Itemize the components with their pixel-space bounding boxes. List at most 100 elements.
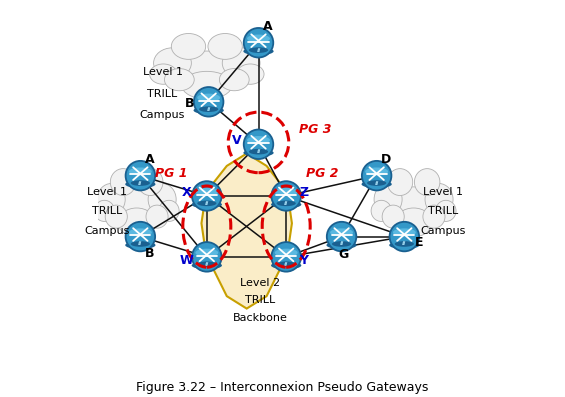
Ellipse shape bbox=[387, 169, 412, 195]
Text: ii: ii bbox=[284, 262, 288, 267]
Ellipse shape bbox=[275, 249, 298, 257]
Text: ii: ii bbox=[207, 107, 211, 112]
Ellipse shape bbox=[199, 106, 218, 112]
Text: Campus: Campus bbox=[420, 225, 466, 236]
Ellipse shape bbox=[249, 149, 268, 154]
Text: A: A bbox=[145, 152, 154, 166]
Ellipse shape bbox=[159, 200, 179, 222]
Ellipse shape bbox=[125, 180, 155, 188]
Ellipse shape bbox=[219, 69, 249, 91]
Ellipse shape bbox=[181, 71, 232, 99]
Text: A: A bbox=[263, 19, 272, 33]
Text: Backbone: Backbone bbox=[233, 313, 288, 323]
Ellipse shape bbox=[414, 169, 440, 195]
Ellipse shape bbox=[118, 208, 155, 237]
Ellipse shape bbox=[393, 228, 416, 237]
Circle shape bbox=[125, 222, 155, 251]
Ellipse shape bbox=[237, 64, 264, 84]
Text: TRILL: TRILL bbox=[92, 206, 122, 216]
Circle shape bbox=[271, 181, 301, 211]
Text: TRILL: TRILL bbox=[245, 295, 276, 305]
Text: TRILL: TRILL bbox=[147, 89, 177, 99]
Ellipse shape bbox=[137, 169, 163, 195]
Text: ii: ii bbox=[205, 201, 209, 206]
Ellipse shape bbox=[154, 48, 192, 78]
Text: D: D bbox=[381, 152, 391, 166]
Text: TRILL: TRILL bbox=[428, 206, 458, 216]
Ellipse shape bbox=[164, 69, 194, 91]
Polygon shape bbox=[202, 154, 292, 308]
Ellipse shape bbox=[244, 48, 273, 55]
Text: ii: ii bbox=[138, 241, 142, 247]
Ellipse shape bbox=[146, 205, 168, 228]
Ellipse shape bbox=[277, 200, 296, 206]
Ellipse shape bbox=[395, 208, 432, 237]
Text: Z: Z bbox=[299, 186, 308, 199]
Ellipse shape bbox=[371, 200, 392, 222]
Circle shape bbox=[390, 222, 419, 251]
Ellipse shape bbox=[365, 168, 388, 175]
Text: X: X bbox=[182, 186, 192, 199]
Text: ii: ii bbox=[205, 262, 209, 267]
Ellipse shape bbox=[244, 149, 273, 157]
Ellipse shape bbox=[94, 200, 115, 222]
Ellipse shape bbox=[367, 180, 386, 186]
Circle shape bbox=[244, 28, 273, 58]
Ellipse shape bbox=[197, 94, 220, 102]
Ellipse shape bbox=[271, 262, 301, 269]
Text: ii: ii bbox=[402, 241, 406, 247]
Text: ii: ii bbox=[284, 201, 288, 206]
Ellipse shape bbox=[125, 241, 155, 249]
Ellipse shape bbox=[374, 183, 402, 215]
Ellipse shape bbox=[131, 180, 150, 186]
Text: Campus: Campus bbox=[84, 225, 130, 236]
Ellipse shape bbox=[436, 200, 456, 222]
Ellipse shape bbox=[105, 205, 127, 228]
Text: Figure 3.22 – Interconnexion Pseudo Gateways: Figure 3.22 – Interconnexion Pseudo Gate… bbox=[136, 381, 429, 393]
Ellipse shape bbox=[110, 169, 136, 195]
Ellipse shape bbox=[194, 106, 224, 114]
Ellipse shape bbox=[148, 183, 176, 215]
Ellipse shape bbox=[129, 168, 152, 175]
Ellipse shape bbox=[197, 262, 216, 267]
Ellipse shape bbox=[330, 228, 353, 237]
Ellipse shape bbox=[393, 187, 434, 227]
Ellipse shape bbox=[382, 205, 404, 228]
Circle shape bbox=[125, 161, 155, 191]
Text: ii: ii bbox=[138, 181, 142, 185]
Ellipse shape bbox=[195, 249, 218, 257]
Circle shape bbox=[362, 161, 392, 191]
Text: Level 2: Level 2 bbox=[240, 278, 280, 288]
Ellipse shape bbox=[150, 64, 177, 84]
Ellipse shape bbox=[171, 33, 206, 60]
Ellipse shape bbox=[332, 241, 351, 247]
Ellipse shape bbox=[362, 180, 392, 188]
Ellipse shape bbox=[97, 183, 125, 215]
Ellipse shape bbox=[192, 201, 222, 208]
Text: Level 1: Level 1 bbox=[142, 67, 182, 77]
Ellipse shape bbox=[389, 241, 419, 249]
Ellipse shape bbox=[192, 262, 222, 269]
Ellipse shape bbox=[129, 228, 152, 237]
Text: B: B bbox=[145, 247, 154, 260]
Circle shape bbox=[192, 242, 221, 272]
Ellipse shape bbox=[116, 187, 157, 227]
Ellipse shape bbox=[327, 241, 357, 249]
Circle shape bbox=[271, 242, 301, 272]
Circle shape bbox=[194, 87, 223, 117]
Text: G: G bbox=[338, 248, 349, 261]
Ellipse shape bbox=[249, 47, 268, 53]
Circle shape bbox=[192, 181, 221, 211]
Text: ii: ii bbox=[257, 48, 260, 53]
Ellipse shape bbox=[277, 262, 296, 267]
Text: PG 1: PG 1 bbox=[155, 167, 188, 180]
Ellipse shape bbox=[197, 200, 216, 206]
Text: Level 1: Level 1 bbox=[423, 187, 463, 197]
Ellipse shape bbox=[247, 35, 270, 42]
Ellipse shape bbox=[275, 188, 298, 196]
Text: PG 2: PG 2 bbox=[306, 167, 339, 180]
Text: B: B bbox=[185, 97, 194, 110]
Ellipse shape bbox=[395, 241, 414, 247]
Text: ii: ii bbox=[375, 181, 379, 185]
Text: ii: ii bbox=[340, 241, 344, 247]
